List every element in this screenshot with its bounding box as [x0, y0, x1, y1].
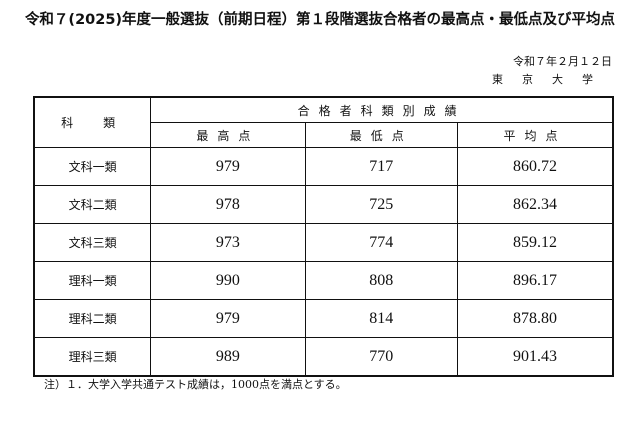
cell-min: 717 [304, 147, 458, 186]
cell-avg: 862.34 [456, 185, 614, 224]
cell-min: 770 [304, 337, 458, 377]
cell-category: 文科一類 [33, 147, 152, 186]
cell-avg: 860.72 [456, 147, 614, 186]
cell-max: 978 [150, 185, 306, 224]
cell-category: 文科二類 [33, 185, 152, 224]
document-title: 令和７(2025)年度一般選抜（前期日程）第１段階選抜合格者の最高点・最低点及び… [24, 12, 616, 28]
cell-category: 理科一類 [33, 261, 152, 300]
header-min: 最低点 [304, 122, 458, 148]
table-row: 文科一類 979 717 860.72 [33, 147, 614, 186]
cell-category: 理科三類 [33, 337, 152, 377]
table-row: 理科三類 989 770 901.43 [33, 337, 614, 377]
cell-min: 808 [304, 261, 458, 300]
table-row: 文科三類 973 774 859.12 [33, 223, 614, 262]
cell-avg: 901.43 [456, 337, 614, 377]
header-max: 最高点 [150, 122, 306, 148]
table-row: 文科二類 978 725 862.34 [33, 185, 614, 224]
cell-avg: 859.12 [456, 223, 614, 262]
cell-category: 文科三類 [33, 223, 152, 262]
footnote: 注）１．大学入学共通テスト成績は，1000点を満点とする。 [44, 378, 347, 391]
header-group: 合格者科類別成績 [150, 96, 614, 123]
cell-category: 理科二類 [33, 299, 152, 338]
table-row: 理科二類 979 814 878.80 [33, 299, 614, 338]
cell-max: 973 [150, 223, 306, 262]
scores-table: 科 類 合格者科類別成績 最高点 最低点 平均点 文科一類 979 717 860.7… [33, 96, 614, 377]
cell-min: 774 [304, 223, 458, 262]
cell-max: 990 [150, 261, 306, 300]
cell-avg: 878.80 [456, 299, 614, 338]
cell-max: 979 [150, 299, 306, 338]
header-avg: 平均点 [456, 122, 614, 148]
cell-min: 725 [304, 185, 458, 224]
issue-date: 令和７年２月１２日 [513, 55, 612, 68]
cell-min: 814 [304, 299, 458, 338]
table-row: 理科一類 990 808 896.17 [33, 261, 614, 300]
cell-max: 989 [150, 337, 306, 377]
header-category: 科 類 [33, 96, 152, 148]
organization-name: 東京大学 [492, 73, 612, 86]
cell-max: 979 [150, 147, 306, 186]
cell-avg: 896.17 [456, 261, 614, 300]
